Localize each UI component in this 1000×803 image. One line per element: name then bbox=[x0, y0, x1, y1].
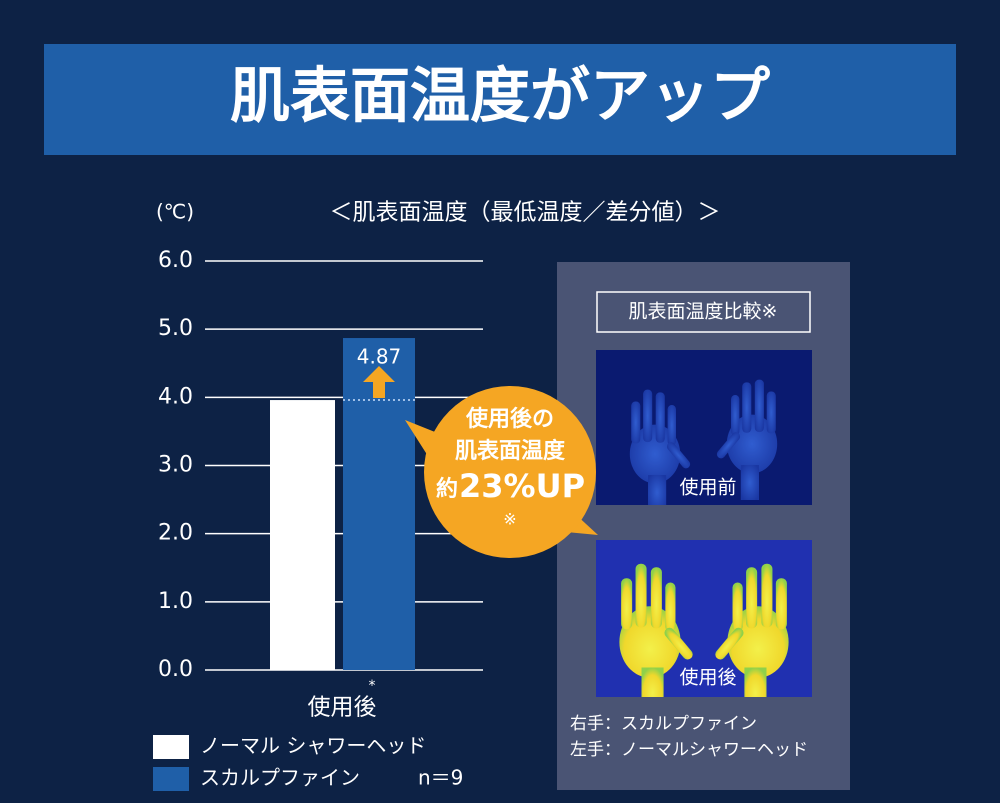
callout-bubble bbox=[424, 386, 596, 558]
value-label: 3.96 bbox=[280, 407, 325, 431]
y-tick-label: 5.0 bbox=[158, 316, 193, 341]
bar bbox=[270, 400, 335, 670]
y-tick-label: 3.0 bbox=[158, 453, 193, 478]
callout-text: 使用後の bbox=[465, 406, 554, 432]
y-tick-label: 4.0 bbox=[158, 384, 193, 409]
y-tick-label: 6.0 bbox=[158, 248, 193, 273]
up-arrow bbox=[363, 366, 395, 399]
chart-title: ＜肌表面温度（最低温度／差分値）＞ bbox=[330, 200, 721, 226]
panel-title-box bbox=[596, 291, 811, 333]
comparison-panel bbox=[557, 262, 850, 790]
callout-highlight: 23%UP bbox=[459, 467, 585, 505]
panel-note: 左手：ノーマルシャワーヘッド bbox=[570, 740, 808, 760]
y-axis-label: (℃) bbox=[156, 200, 194, 224]
callout-text: 肌表面温度 bbox=[455, 438, 566, 464]
x-tick-label: 使用後 bbox=[308, 695, 377, 721]
sample-note: n＝9 bbox=[418, 766, 463, 790]
panel-title: 肌表面温度比較※ bbox=[629, 301, 778, 323]
y-tick-label: 2.0 bbox=[158, 521, 193, 546]
legend-swatch bbox=[153, 767, 189, 791]
page-title: 肌表面温度がアップ bbox=[230, 62, 770, 132]
panel-note: 右手：スカルプファイン bbox=[570, 714, 757, 734]
callout-text: 約 bbox=[436, 476, 458, 502]
callout-note: ※ bbox=[503, 510, 516, 529]
legend-label: ノーマル シャワーヘッド bbox=[200, 734, 426, 758]
title-banner bbox=[44, 44, 956, 155]
category-note: * bbox=[369, 678, 376, 694]
legend-swatch bbox=[153, 735, 189, 759]
before-label: 使用前 bbox=[679, 477, 736, 499]
legend-label: スカルプファイン bbox=[200, 766, 360, 790]
y-tick-label: 1.0 bbox=[158, 589, 193, 614]
y-tick-label: 0.0 bbox=[158, 657, 193, 682]
after-label: 使用後 bbox=[679, 667, 736, 689]
value-label: 4.87 bbox=[357, 345, 402, 369]
